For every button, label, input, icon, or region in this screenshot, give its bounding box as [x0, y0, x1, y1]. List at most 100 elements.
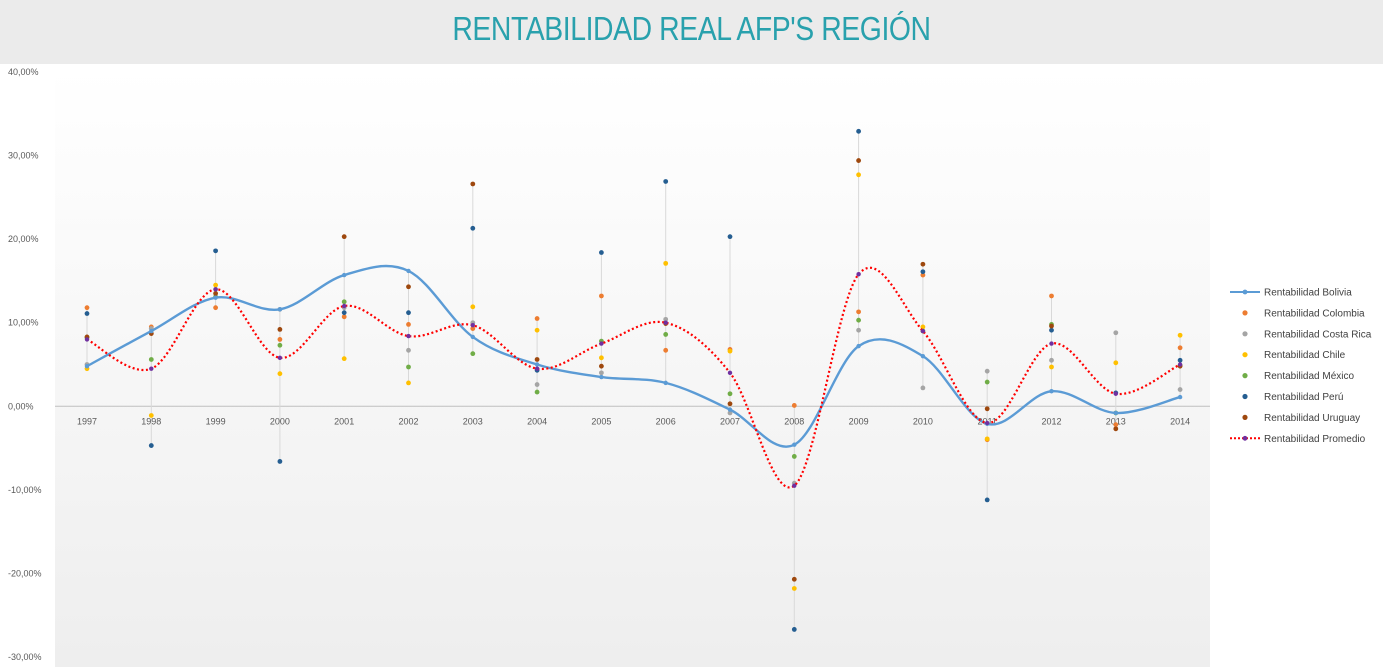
- x-tick-label: 2012: [1041, 416, 1061, 426]
- data-point: [213, 305, 219, 311]
- data-point: [534, 316, 540, 321]
- data-point: [1113, 422, 1119, 428]
- data-point: [534, 382, 540, 387]
- data-point: [534, 357, 540, 362]
- legend-marker: [1242, 331, 1248, 337]
- data-point: [599, 363, 604, 369]
- data-point: [1049, 327, 1054, 333]
- data-point: [791, 627, 797, 632]
- data-point: [727, 407, 733, 412]
- legend-marker: [1242, 352, 1248, 358]
- legend-label: Rentabilidad Perú: [1264, 392, 1344, 403]
- data-point: [663, 380, 668, 386]
- data-point: [663, 347, 669, 353]
- data-point: [406, 380, 411, 386]
- data-point: [599, 370, 604, 376]
- data-point: [1113, 391, 1119, 396]
- data-point: [1049, 341, 1054, 346]
- data-point: [1177, 394, 1183, 400]
- data-point: [792, 442, 797, 447]
- x-tick-label: 2007: [720, 416, 740, 426]
- data-point: [1177, 345, 1183, 351]
- data-point: [1177, 362, 1183, 367]
- data-point: [84, 311, 90, 316]
- y-tick-label: -10,00%: [8, 485, 42, 495]
- data-point: [406, 268, 411, 274]
- data-point: [341, 299, 347, 305]
- data-point: [985, 420, 990, 426]
- legend-label: Rentabilidad Bolivia: [1264, 288, 1352, 299]
- data-point: [534, 362, 540, 367]
- legend-marker: [1242, 435, 1248, 441]
- data-point: [84, 305, 90, 311]
- data-point: [213, 295, 218, 300]
- data-point: [727, 401, 733, 407]
- legend-label: Rentabilidad Uruguay: [1264, 413, 1360, 424]
- data-point: [1049, 323, 1054, 329]
- x-tick-label: 2013: [1106, 416, 1126, 426]
- data-point: [341, 314, 347, 320]
- x-tick-label: 2009: [849, 416, 869, 426]
- data-point: [213, 282, 219, 288]
- data-point: [406, 310, 411, 316]
- legend-label: Rentabilidad Colombia: [1264, 308, 1365, 319]
- data-point: [213, 248, 219, 254]
- data-point: [727, 348, 733, 354]
- data-point: [84, 363, 90, 369]
- data-point: [1177, 387, 1183, 392]
- data-point: [534, 389, 540, 395]
- data-point: [791, 576, 797, 582]
- legend-label: Rentabilidad Chile: [1264, 350, 1346, 361]
- legend-marker: [1242, 373, 1248, 379]
- data-point: [856, 327, 861, 333]
- data-point: [342, 272, 347, 278]
- data-point: [1049, 364, 1054, 370]
- y-tick-label: 10,00%: [8, 318, 39, 328]
- x-tick-label: 2006: [656, 416, 676, 426]
- data-point: [470, 334, 475, 340]
- data-point: [984, 379, 990, 385]
- data-point: [277, 342, 283, 348]
- data-point: [920, 261, 926, 267]
- data-point: [277, 371, 283, 377]
- data-point: [470, 225, 476, 231]
- data-point: [984, 368, 990, 374]
- data-point: [727, 234, 733, 240]
- x-tick-label: 2010: [913, 416, 933, 426]
- y-tick-label: -30,00%: [8, 652, 42, 662]
- data-point: [984, 406, 990, 412]
- data-point: [470, 304, 476, 310]
- legend-marker: [1242, 414, 1248, 420]
- data-point: [920, 324, 926, 330]
- data-point: [856, 272, 861, 277]
- legend-label: Rentabilidad Promedio: [1264, 434, 1366, 445]
- data-point: [1177, 332, 1183, 338]
- legend-label: Rentabilidad Costa Rica: [1264, 329, 1372, 340]
- data-point: [856, 317, 861, 323]
- data-point: [342, 303, 347, 309]
- x-tick-label: 1998: [141, 416, 161, 426]
- y-tick-label: 0,00%: [8, 401, 34, 411]
- data-point: [599, 341, 604, 346]
- data-point: [920, 385, 926, 391]
- data-point: [1113, 410, 1119, 416]
- data-point: [920, 269, 926, 275]
- y-tick-label: 40,00%: [8, 67, 39, 77]
- data-point: [149, 328, 154, 334]
- data-point: [277, 459, 283, 464]
- data-point: [1049, 389, 1054, 394]
- data-point: [599, 293, 604, 299]
- data-point: [406, 364, 411, 370]
- x-tick-label: 2001: [334, 416, 354, 426]
- data-point: [277, 327, 283, 332]
- data-point: [470, 326, 476, 331]
- data-point: [599, 355, 604, 361]
- y-tick-label: 20,00%: [8, 234, 39, 244]
- data-point: [470, 181, 476, 187]
- legend-label: Rentabilidad México: [1264, 371, 1354, 382]
- data-point: [1113, 426, 1119, 432]
- data-point: [663, 179, 669, 184]
- data-point: [534, 366, 540, 371]
- data-point: [792, 483, 797, 488]
- data-point: [791, 403, 797, 408]
